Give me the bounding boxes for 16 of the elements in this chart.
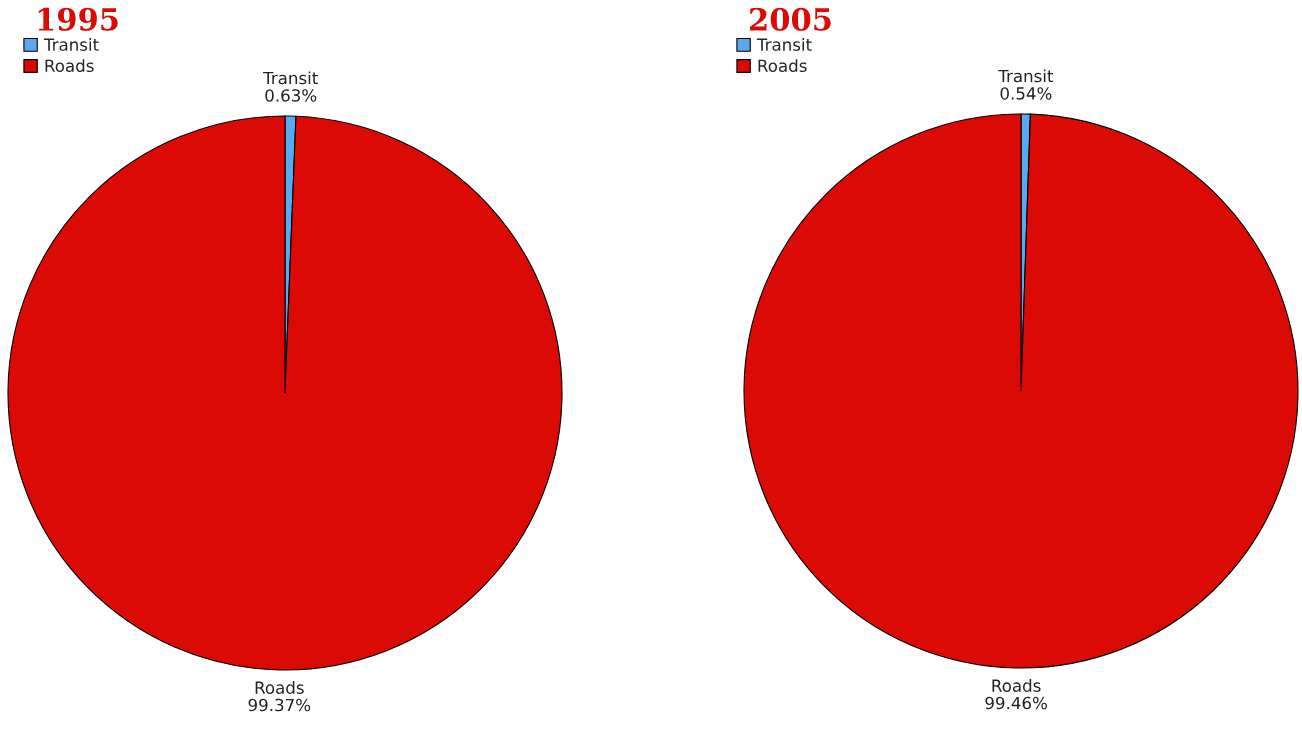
legend-label: Roads: [758, 59, 807, 73]
data-label: 99.37%: [248, 698, 311, 712]
slice-label: Transit: [998, 69, 1054, 83]
data-label: 99.46%: [985, 696, 1047, 710]
slice-label: Roads: [992, 679, 1041, 692]
data-label: 0.63%: [265, 89, 317, 102]
slice-label: Roads: [255, 681, 304, 694]
legend-label: Transit: [43, 38, 99, 51]
legend-label: Roads: [45, 59, 94, 73]
pie-slice: [7, 115, 563, 671]
data-label: 0.54%: [1000, 87, 1052, 100]
chart-title: 1995: [38, 7, 118, 31]
chart-title: 2005: [750, 7, 831, 31]
slice-label: Transit: [263, 71, 318, 85]
pie-slice: [743, 113, 1299, 669]
legend-label: Transit: [756, 38, 812, 51]
